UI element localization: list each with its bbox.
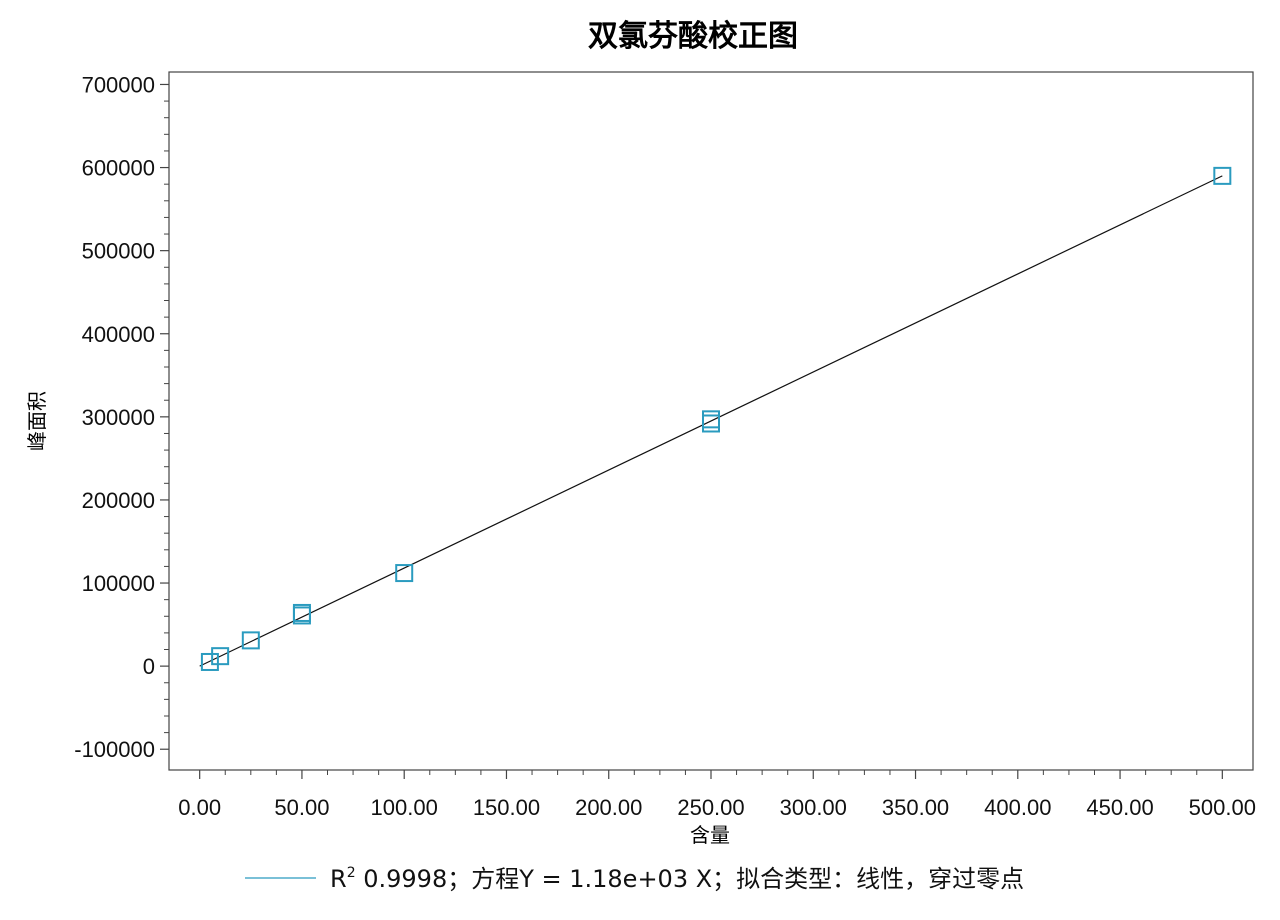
y-tick-label: 700000 [82, 72, 155, 97]
fit-line [199, 175, 1223, 667]
data-point-marker [395, 564, 414, 583]
data-point-marker [702, 410, 720, 429]
x-tick-label: 250.00 [677, 795, 744, 820]
y-tick-label: 200000 [82, 488, 155, 513]
data-point-marker [241, 631, 260, 650]
svg-text:R2 0.9998；方程Y = 1.18e+03 X；拟合类: R2 0.9998；方程Y = 1.18e+03 X；拟合类型：线性，穿过零点 [330, 865, 1024, 893]
data-point-marker [211, 647, 230, 666]
y-axis-label: 峰面积 [25, 391, 49, 451]
x-tick-label: 300.00 [780, 795, 847, 820]
data-point-marker [1213, 166, 1232, 185]
x-axis-label: 含量 [690, 823, 730, 847]
y-tick-label: 400000 [82, 322, 155, 347]
x-tick-label: 400.00 [984, 795, 1051, 820]
x-tick-label: 100.00 [371, 795, 438, 820]
x-tick-label: 150.00 [473, 795, 540, 820]
legend-equation-text: 0.9998；方程Y = 1.18e+03 X；拟合类型：线性，穿过零点 [356, 865, 1025, 893]
x-tick-label: 0.00 [178, 795, 221, 820]
chart-title: 双氯芬酸校正图 [588, 19, 798, 54]
y-tick-label: 0 [143, 654, 155, 679]
x-tick-label: 450.00 [1086, 795, 1153, 820]
y-tick-label: 300000 [82, 405, 155, 430]
y-axis: 700000 600000 500000 400000 300000 200000 1000… [74, 72, 169, 762]
x-tick-label: 200.00 [575, 795, 642, 820]
y-tick-label: 500000 [82, 239, 155, 264]
y-tick-label: 100000 [82, 571, 155, 596]
x-tick-label: 350.00 [882, 795, 949, 820]
data-point-marker [200, 652, 219, 671]
x-tick-label: 500.00 [1189, 795, 1256, 820]
fit-line-group [199, 175, 1223, 667]
x-tick-label: 50.00 [274, 795, 329, 820]
y-tick-label: 600000 [82, 156, 155, 181]
legend-r2-label: R [330, 865, 347, 893]
data-point-marker [292, 603, 311, 622]
data-points [200, 166, 1232, 671]
x-axis: 0.00 50.00 100.00 150.00 200.00 250.00 300.00 3… [178, 770, 1256, 820]
legend-r2-superscript: 2 [347, 865, 356, 881]
legend: R2 0.9998；方程Y = 1.18e+03 X；拟合类型：线性，穿过零点 [245, 865, 1024, 893]
y-tick-label: -100000 [74, 737, 155, 762]
